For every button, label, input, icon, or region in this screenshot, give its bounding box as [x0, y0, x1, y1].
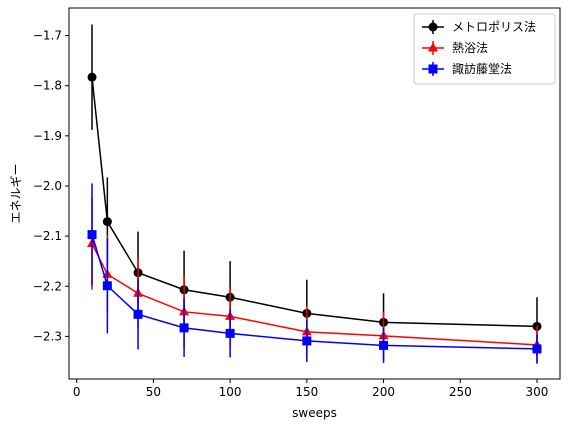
y-axis: −2.3 −2.2 −2.1 −2.0 −1.9 −1.8 −1.7	[33, 29, 69, 343]
data-point	[87, 230, 97, 240]
x-axis: 0 50 100 150 200 250 300	[73, 379, 549, 399]
series-3	[87, 183, 542, 363]
legend-entry: メトロポリス法	[422, 20, 536, 34]
y-tick-label: −1.7	[33, 29, 62, 43]
data-point	[87, 72, 97, 82]
plot-layer	[87, 24, 542, 364]
legend-marker	[428, 42, 438, 52]
y-axis-title: エネルギー	[9, 163, 23, 223]
y-tick-label: −1.9	[33, 129, 62, 143]
data-point	[379, 340, 389, 350]
data-point	[133, 309, 143, 319]
x-tick-label: 0	[73, 385, 81, 399]
series-line	[91, 243, 538, 346]
legend-label: メトロポリス法	[452, 20, 536, 34]
x-tick-label: 200	[372, 385, 395, 399]
y-tick-label: −2.0	[33, 179, 62, 193]
series-line	[91, 234, 538, 350]
legend-entry: 諏訪藤堂法	[422, 61, 512, 76]
data-point	[102, 217, 112, 227]
legend-label: 熱浴法	[452, 41, 488, 55]
x-tick-label: 150	[295, 385, 318, 399]
data-point	[225, 328, 235, 338]
data-point	[302, 336, 312, 346]
legend-marker	[428, 22, 438, 32]
series-2	[87, 197, 542, 364]
y-tick-label: −2.2	[33, 279, 62, 293]
legend-label: 諏訪藤堂法	[452, 61, 512, 76]
x-tick-label: 100	[219, 385, 242, 399]
x-tick-label: 50	[146, 385, 161, 399]
data-point	[532, 344, 542, 354]
data-point	[102, 281, 112, 291]
legend-marker	[428, 64, 438, 74]
plot-frame	[68, 7, 561, 380]
y-tick-label: −1.8	[33, 79, 62, 93]
x-tick-label: 250	[449, 385, 472, 399]
x-tick-label: 300	[526, 385, 549, 399]
x-axis-title: sweeps	[292, 406, 337, 420]
data-point	[179, 323, 189, 333]
series-line	[91, 77, 538, 328]
legend-box	[413, 13, 556, 85]
legend-entry: 熱浴法	[422, 41, 488, 55]
y-tick-label: −2.1	[33, 229, 62, 243]
y-tick-label: −2.3	[33, 329, 62, 343]
